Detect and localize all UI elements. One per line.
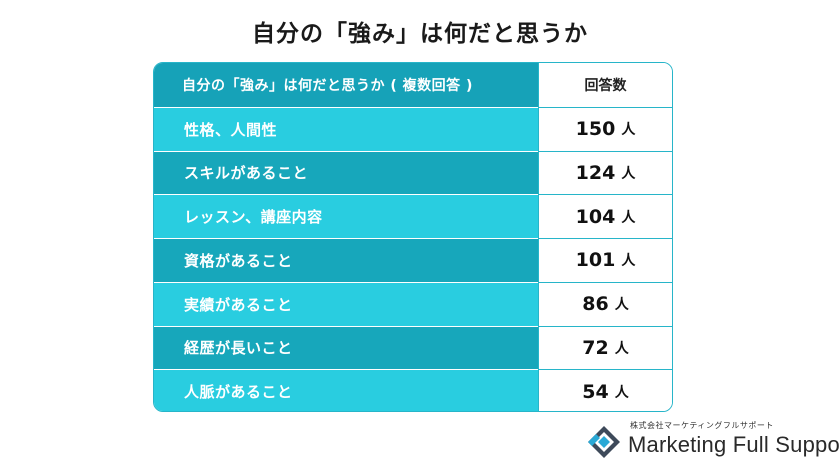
row-label: 実績があること xyxy=(154,282,538,326)
row-unit: 人 xyxy=(614,297,629,314)
row-unit: 人 xyxy=(614,340,629,357)
table-row: 資格があること 101 人 xyxy=(154,238,672,282)
row-label: スキルがあること xyxy=(154,151,538,195)
row-number: 101 xyxy=(575,249,616,272)
logo-company-en: Marketing Full Support xyxy=(628,432,840,457)
row-value: 150 人 xyxy=(538,106,672,151)
table-header-row: 自分の「強み」は何だと思うか ( 複数回答 ) 回答数 xyxy=(154,63,672,107)
row-unit: 人 xyxy=(614,384,629,401)
row-value: 104 人 xyxy=(538,194,672,238)
row-unit: 人 xyxy=(621,209,636,226)
row-number: 86 xyxy=(582,293,609,316)
results-table: 自分の「強み」は何だと思うか ( 複数回答 ) 回答数 性格、人間性 150 人 … xyxy=(153,62,673,412)
table-row: 人脈があること 54 人 xyxy=(154,369,672,411)
row-unit: 人 xyxy=(621,165,636,182)
row-number: 124 xyxy=(575,161,616,184)
row-number: 72 xyxy=(582,336,609,359)
row-label: 人脈があること xyxy=(154,370,538,411)
row-label: 性格、人間性 xyxy=(154,107,538,151)
row-label: 経歴が長いこと xyxy=(154,326,538,370)
page-title: 自分の「強み」は何だと思うか xyxy=(252,21,588,47)
row-unit: 人 xyxy=(621,253,636,270)
row-value: 72 人 xyxy=(538,325,672,370)
table-row: 経歴が長いこと 72 人 xyxy=(154,325,672,370)
logo-company-jp: 株式会社マーケティングフルサポート xyxy=(630,421,774,430)
row-value: 86 人 xyxy=(538,281,672,326)
header-value: 回答数 xyxy=(538,63,672,107)
row-number: 54 xyxy=(582,380,609,403)
row-value: 54 人 xyxy=(538,369,672,411)
table-row: レッスン、講座内容 104 人 xyxy=(154,194,672,238)
table-row: 性格、人間性 150 人 xyxy=(154,106,672,151)
row-number: 150 xyxy=(575,118,616,141)
row-label: レッスン、講座内容 xyxy=(154,195,538,238)
row-unit: 人 xyxy=(621,122,636,139)
company-logo: 株式会社マーケティングフルサポート Marketing Full Support xyxy=(586,420,840,464)
row-number: 104 xyxy=(575,205,616,228)
table-row: 実績があること 86 人 xyxy=(154,281,672,326)
row-value: 124 人 xyxy=(538,150,672,195)
table-row: スキルがあること 124 人 xyxy=(154,150,672,195)
logo-diamond-mark-icon xyxy=(588,426,620,458)
row-label: 資格があること xyxy=(154,239,538,282)
row-value: 101 人 xyxy=(538,238,672,282)
header-label: 自分の「強み」は何だと思うか ( 複数回答 ) xyxy=(154,63,538,107)
